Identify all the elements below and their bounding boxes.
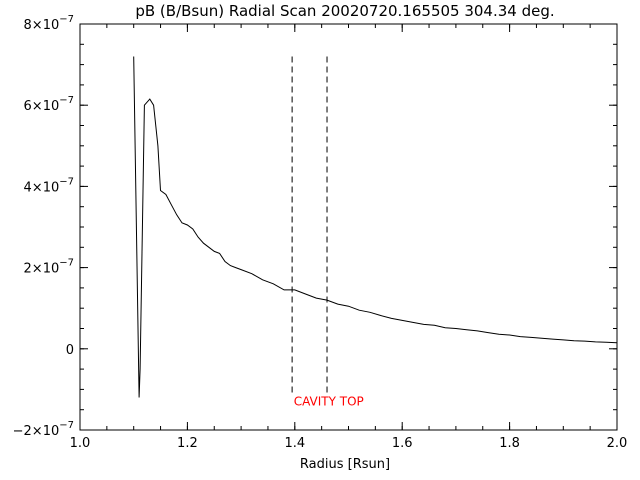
- x-axis-label: Radius [Rsun]: [300, 457, 390, 472]
- x-tick-label: 1.4: [284, 436, 305, 451]
- plot-frame: [79, 23, 618, 431]
- x-tick-label: 1.0: [70, 436, 91, 451]
- chart-annotations: CAVITY TOP: [294, 395, 364, 409]
- cavity-top-annotation: CAVITY TOP: [294, 395, 364, 409]
- y-tick-label: 8×10−7: [24, 14, 74, 33]
- y-tick-label: 0: [66, 343, 74, 358]
- cavity-markers: [291, 56, 328, 394]
- x-tick-label: 1.2: [177, 436, 198, 451]
- axis-ticks: 1.0 1.2 1.4 1.6 1.8 2.0 −2×10−7 0 2×10−7 4×10−7 6×…: [13, 14, 628, 451]
- plot-axes: [79, 23, 618, 431]
- pb-series-line: [133, 56, 618, 398]
- y-tick-label: 2×10−7: [24, 258, 74, 277]
- x-tick-label: 2.0: [607, 436, 628, 451]
- y-tick-label: 6×10−7: [24, 95, 74, 114]
- y-tick-label: −2×10−7: [13, 420, 74, 439]
- y-tick-label: 4×10−7: [24, 176, 74, 195]
- x-tick-label: 1.8: [499, 436, 520, 451]
- x-tick-label: 1.6: [392, 436, 413, 451]
- chart-title: pB (B/Bsun) Radial Scan 20020720.165505 …: [135, 2, 554, 20]
